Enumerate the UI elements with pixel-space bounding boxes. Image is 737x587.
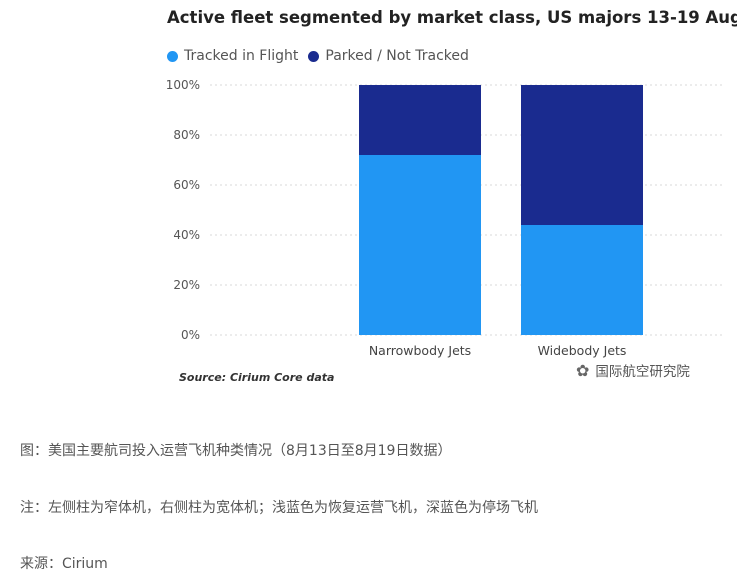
y-tick-label-2: 40% [173,228,200,242]
x-tick-label-1: Widebody Jets [538,343,627,358]
source-caption: 来源：Cirium [20,556,108,572]
chart-legend: Tracked in Flight Parked / Not Tracked [167,48,479,64]
figure-caption: 图：美国主要航司投入运营飞机种类情况（8月13日至8月19日数据） [20,443,452,459]
note-caption: 注：左侧柱为窄体机，右侧柱为宽体机；浅蓝色为恢复运营飞机，深蓝色为停场飞机 [20,500,538,516]
chart-title: Active fleet segmented by market class, … [167,8,737,27]
watermark-text: 国际航空研究院 [595,364,690,380]
watermark: ✿ 国际航空研究院 [576,360,690,381]
legend-label-parked: Parked / Not Tracked [325,48,469,64]
wechat-icon: ✿ [576,360,590,380]
y-tick-label-4: 80% [173,128,200,142]
legend-item-parked: Parked / Not Tracked [308,48,469,64]
y-tick-label-5: 100% [166,78,200,92]
bar-chart: 0% 20% 40% 60% 80% 100% Narrowbody Jets Widebod… [166,78,722,358]
y-tick-label-3: 60% [173,178,200,192]
legend-item-tracked: Tracked in Flight [167,48,298,64]
x-tick-label-0: Narrowbody Jets [369,343,471,358]
bar-0-series-1 [359,85,481,155]
bar-0-series-0 [359,155,481,335]
bar-1-series-0 [521,225,643,335]
legend-dot-tracked [167,50,178,62]
legend-label-tracked: Tracked in Flight [184,48,299,64]
legend-dot-parked [308,50,320,62]
source-note: Source: Cirium Core data [179,371,335,384]
y-tick-label-1: 20% [173,278,200,292]
bar-1-series-1 [521,85,643,225]
y-tick-label-0: 0% [181,328,200,342]
